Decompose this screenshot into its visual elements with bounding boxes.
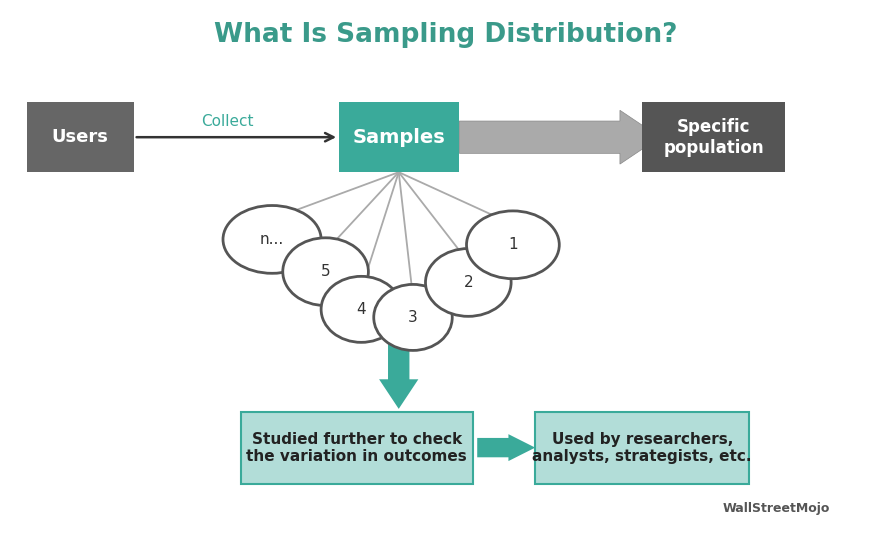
Ellipse shape [467,211,559,279]
Text: 4: 4 [357,302,366,317]
Text: n...: n... [260,232,285,247]
FancyBboxPatch shape [642,102,785,172]
Polygon shape [379,334,418,409]
Text: Collect: Collect [202,114,253,129]
Text: 2: 2 [464,275,473,290]
Ellipse shape [223,206,321,273]
Ellipse shape [425,249,511,316]
Ellipse shape [283,238,368,306]
Text: WallStreetMojo: WallStreetMojo [723,502,830,515]
Text: Users: Users [52,128,109,146]
Text: 1: 1 [508,237,517,252]
Text: 3: 3 [409,310,417,325]
Polygon shape [459,110,660,164]
Text: 5: 5 [321,264,330,279]
Ellipse shape [321,277,401,342]
FancyBboxPatch shape [535,412,749,484]
Text: Samples: Samples [353,128,445,147]
Text: Used by researchers,
analysts, strategists, etc.: Used by researchers, analysts, strategis… [533,431,752,464]
FancyBboxPatch shape [339,102,459,172]
FancyBboxPatch shape [241,412,473,484]
Text: Studied further to check
the variation in outcomes: Studied further to check the variation i… [246,431,467,464]
Text: What Is Sampling Distribution?: What Is Sampling Distribution? [214,22,678,48]
Text: Specific
population: Specific population [664,118,764,157]
Ellipse shape [374,285,452,350]
FancyBboxPatch shape [27,102,134,172]
Polygon shape [477,434,535,461]
